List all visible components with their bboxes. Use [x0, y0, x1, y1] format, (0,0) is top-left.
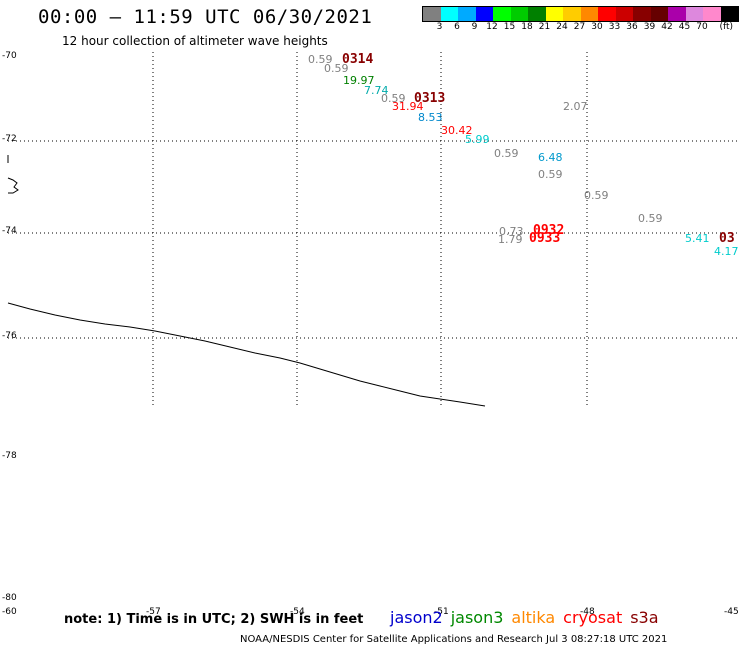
wave-height-obs: 0.59 [638, 212, 663, 225]
lon-label: -54 [290, 607, 305, 617]
map-title: 00:00 – 11:59 UTC 06/30/2021 [38, 6, 373, 28]
pass-time-label: 0314 [342, 52, 374, 67]
legend-tick-label: 27 [573, 22, 586, 32]
wave-height-obs: 5.99 [465, 133, 490, 146]
lon-label: -60 [2, 607, 17, 617]
wave-height-obs: 7.74 [364, 84, 389, 97]
legend-swatch [668, 7, 686, 21]
legend-swatch [475, 7, 493, 21]
legend-tick-label: 21 [538, 22, 551, 32]
legend-tick-label: 18 [521, 22, 533, 32]
pass-time-label: 0313 [414, 91, 446, 106]
wave-height-obs: 19.97 [343, 74, 375, 87]
satellite-legend: jason2 jason3 altika cryosat s3a [390, 608, 667, 627]
legend-tick-label: 6 [454, 22, 460, 32]
wave-height-obs: 0.59 [324, 62, 349, 75]
wave-height-obs: 5.41 [685, 232, 710, 245]
legend-tick-label: 42 [661, 22, 673, 32]
lat-label: -72 [2, 134, 17, 144]
satellite-jason2: jason2 [390, 608, 443, 627]
wave-height-obs: 0.59 [494, 147, 519, 160]
wave-height-obs: 0.59 [584, 189, 609, 202]
legend-swatch [493, 7, 511, 21]
legend-tick-label: 33 [608, 22, 621, 32]
wave-height-obs: 1.79 [498, 233, 523, 246]
legend-tick-label: 9 [471, 22, 478, 32]
wave-height-obs: 0.59 [381, 92, 406, 105]
lat-label: -76 [2, 331, 17, 341]
lon-label: -57 [146, 607, 161, 617]
lat-label: -74 [2, 226, 17, 236]
legend-tick-label: 30 [591, 22, 603, 32]
wave-height-obs: 4.17 [714, 245, 739, 258]
coastline [7, 302, 486, 407]
pass-time-label: 03 [719, 231, 735, 246]
legend-swatch [633, 7, 651, 21]
legend-tick-label: 70 [696, 22, 708, 32]
satellite-s3a: s3a [630, 608, 659, 627]
wave-height-obs: 2.07 [563, 100, 588, 113]
legend-swatch [615, 7, 633, 21]
satellite-cryosat: cryosat [563, 608, 623, 627]
legend-tick-label: 15 [503, 22, 516, 32]
legend-swatch [580, 7, 598, 21]
satellite-jason3: jason3 [450, 608, 504, 627]
map-subtitle: 12 hour collection of altimeter wave hei… [62, 34, 328, 48]
pass-time-label: 0932 [533, 223, 565, 238]
legend-swatch [703, 7, 721, 21]
legend-tick-label: 12 [486, 22, 498, 32]
lon-label: -45 [724, 607, 739, 617]
legend-tick-label: 45 [678, 22, 691, 32]
lat-label: -70 [2, 51, 17, 61]
lon-label: -48 [580, 607, 595, 617]
legend-swatch [545, 7, 563, 21]
legend-tick-label: 39 [643, 22, 656, 32]
legend-swatch [685, 7, 703, 21]
wave-height-obs: 8.53 [418, 111, 443, 124]
lon-label: -51 [434, 607, 449, 617]
footer-credit: NOAA/NESDIS Center for Satellite Applica… [240, 634, 668, 645]
wave-height-obs: 0.73 [499, 225, 524, 238]
lat-label: -80 [2, 593, 17, 603]
legend-swatch [423, 7, 441, 21]
note-text: note: 1) Time is in UTC; 2) SWH is in fe… [64, 612, 364, 627]
legend-swatch [598, 7, 616, 21]
wave-height-obs: 31.94 [392, 100, 424, 113]
wave-height-obs: 30.42 [441, 124, 473, 137]
legend-tick-label: 36 [626, 22, 638, 32]
legend-swatch [650, 7, 668, 21]
coastline-fragment [7, 177, 19, 194]
legend-swatch [510, 7, 528, 21]
legend-tick-label: 24 [556, 22, 568, 32]
color-legend-bar [422, 6, 739, 22]
legend-unit: (ft) [719, 22, 733, 32]
legend-swatch [720, 7, 738, 21]
pass-time-label: 0933 [529, 231, 561, 246]
legend-swatch [528, 7, 546, 21]
legend-swatch [563, 7, 581, 21]
wave-height-obs: 6.48 [538, 151, 563, 164]
grid-lines [8, 52, 740, 405]
legend-tick-label: 3 [436, 22, 443, 32]
legend-swatch [458, 7, 476, 21]
wave-height-obs: 0.59 [538, 168, 563, 181]
legend-swatch [440, 7, 458, 21]
lat-label: -78 [2, 451, 17, 461]
satellite-altika: altika [511, 608, 556, 627]
wave-height-obs: 0.59 [308, 53, 333, 66]
